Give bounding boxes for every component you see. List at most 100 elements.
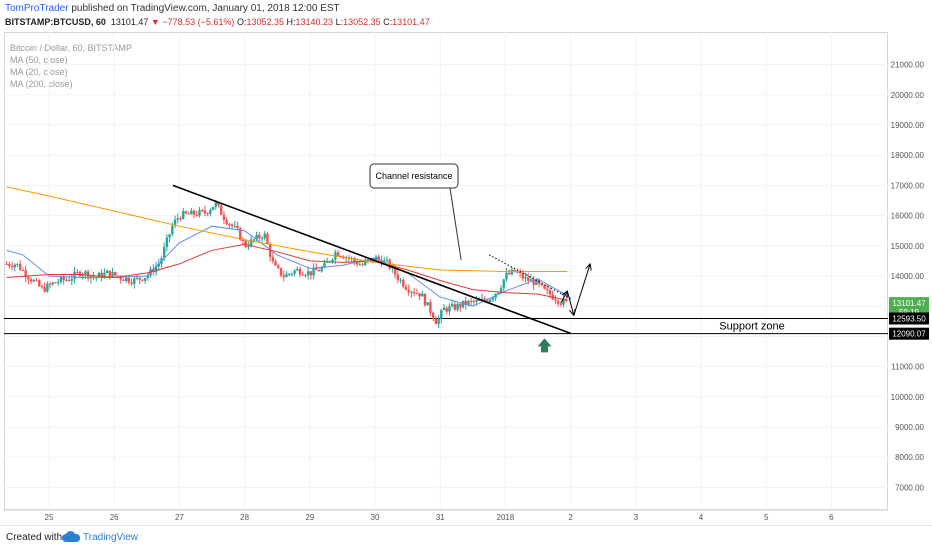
- candle-body: [124, 277, 128, 281]
- candle-body: [312, 267, 315, 276]
- y-tick-label: 15000.00: [891, 242, 925, 251]
- candle-body: [252, 239, 256, 241]
- candle-body: [8, 263, 11, 266]
- candle-body: [40, 286, 44, 288]
- callout-box: [369, 163, 459, 189]
- candle-body: [486, 300, 489, 302]
- candle-body: [461, 300, 465, 308]
- x-tick-label: 3: [634, 513, 639, 522]
- x-tick-label: 29: [305, 513, 314, 522]
- chart-legend: Bitcoin / Dollar, 60, BITSTAMP MA (50, c…: [10, 42, 132, 90]
- candle-body: [450, 304, 454, 307]
- legend-ma20: MA (20, close): [10, 67, 68, 77]
- candle-body: [16, 263, 19, 265]
- candle-body: [176, 218, 179, 220]
- candle-body: [415, 293, 419, 295]
- y-tick-label: 8000.00: [895, 453, 924, 462]
- candle-body: [5, 263, 8, 265]
- candle-body: [65, 279, 68, 281]
- candle-body: [249, 239, 253, 247]
- legend-ma200: MA (200, close): [10, 79, 73, 89]
- candle-body: [27, 277, 30, 280]
- candle-body: [361, 264, 364, 266]
- x-tick-label: 27: [175, 513, 184, 522]
- candle-body: [296, 268, 299, 271]
- candle-body: [301, 274, 304, 276]
- candle-body: [228, 224, 231, 226]
- candle-body: [290, 273, 294, 275]
- candle-body: [285, 273, 288, 278]
- candle-body: [141, 279, 144, 281]
- candle-body: [35, 280, 38, 282]
- candle-body: [475, 300, 478, 302]
- candle-body: [157, 263, 160, 267]
- close-value: 13101.47: [392, 17, 430, 27]
- candle-body: [483, 298, 486, 301]
- candle-body: [323, 262, 326, 268]
- author-link[interactable]: TomProTrader: [5, 3, 69, 14]
- candle-body: [24, 270, 27, 278]
- candle-body: [258, 234, 261, 239]
- low-label: L:: [335, 17, 344, 27]
- x-tick-label: 28: [240, 513, 249, 522]
- ma-line: [6, 225, 568, 307]
- candle-body: [162, 247, 166, 259]
- candle-body: [236, 225, 239, 229]
- candle-body: [279, 267, 283, 276]
- candle-body: [437, 318, 440, 324]
- price-label-text: 12090.07: [892, 330, 926, 339]
- candle-body: [84, 271, 87, 275]
- candle-body: [315, 267, 318, 271]
- candle-body: [421, 293, 424, 297]
- candle-body: [187, 213, 190, 215]
- candle-body: [122, 279, 125, 281]
- low-value: 13052.35: [343, 17, 381, 27]
- candle-body: [211, 206, 215, 211]
- candle-body: [244, 240, 247, 247]
- candle-body: [152, 268, 155, 273]
- callout-text: Channel resistance: [375, 171, 452, 181]
- candle-body: [464, 300, 467, 305]
- candle-body: [38, 280, 41, 287]
- candle-body: [114, 272, 117, 276]
- candle-body: [263, 233, 266, 239]
- descending-trendline: [172, 184, 571, 335]
- legend-ma50: MA (50, close): [10, 55, 68, 65]
- candle-body: [399, 279, 402, 281]
- high-value: 13140.23: [295, 17, 334, 27]
- candle-body: [355, 261, 359, 265]
- candle-body: [442, 307, 446, 311]
- candle-body: [97, 272, 101, 278]
- price-label-bg: [889, 327, 929, 340]
- candle-body: [21, 269, 25, 271]
- y-tick-label: 19000.00: [891, 121, 925, 130]
- down-arrow-icon: ▼: [150, 17, 160, 27]
- candle-body: [143, 278, 147, 281]
- candle-body: [127, 277, 131, 283]
- candle-body: [51, 282, 55, 285]
- candle-body: [108, 270, 112, 278]
- candle-body: [103, 272, 106, 278]
- candle-body: [165, 237, 169, 248]
- y-tick-label: 7000.00: [895, 483, 924, 492]
- candle-body: [404, 286, 408, 290]
- candle-body: [76, 271, 79, 273]
- candle-body: [467, 300, 470, 305]
- candle-body: [548, 290, 552, 295]
- candle-body: [480, 298, 484, 301]
- candle-body: [521, 272, 524, 279]
- candle-body: [70, 278, 74, 281]
- x-tick-label: 5: [764, 513, 769, 522]
- candle-body: [217, 202, 220, 206]
- candle-body: [43, 286, 46, 292]
- high-label: H:: [286, 17, 296, 27]
- candle-body: [92, 276, 95, 278]
- candle-body: [220, 205, 223, 215]
- candle-body: [241, 239, 245, 241]
- candle-body: [222, 214, 226, 220]
- candle-body: [274, 261, 277, 266]
- tradingview-brand[interactable]: TradingView: [83, 532, 139, 543]
- candle-body: [230, 224, 234, 227]
- candle-body: [116, 275, 120, 277]
